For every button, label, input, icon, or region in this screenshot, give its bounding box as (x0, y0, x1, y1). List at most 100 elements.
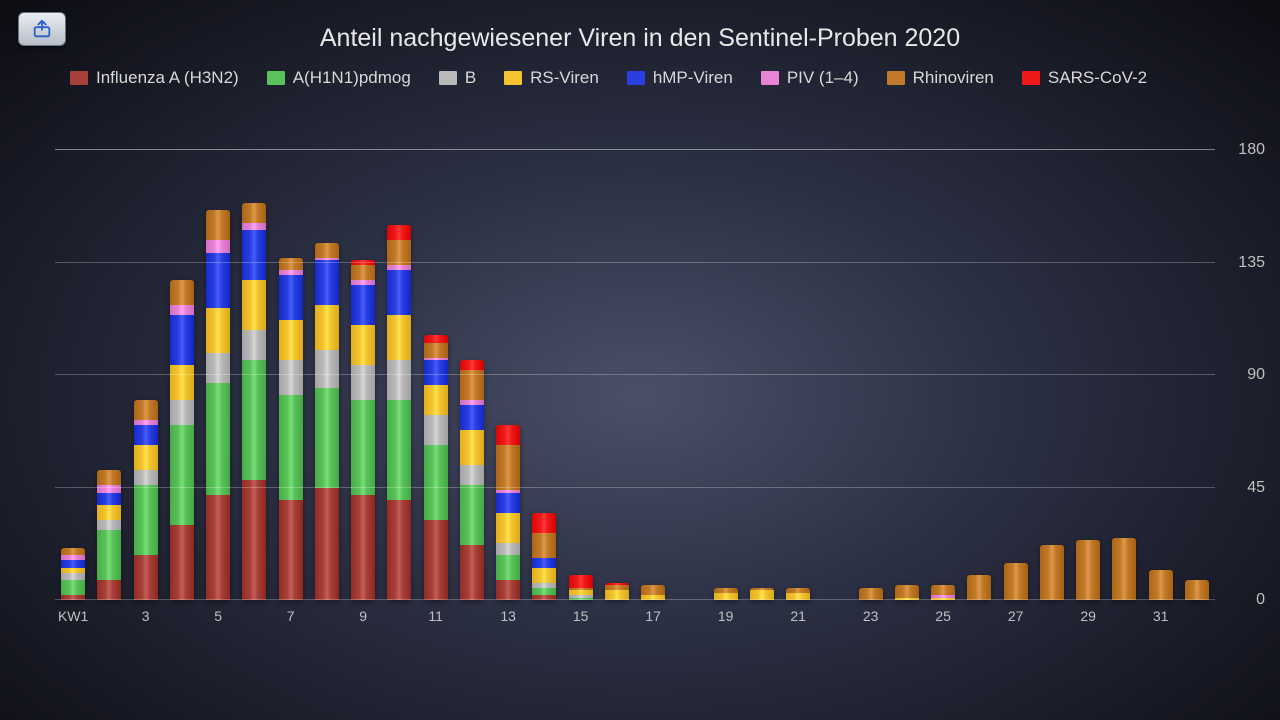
x-tick-label: 21 (790, 608, 806, 624)
stacked-bar-week-30[interactable] (1112, 538, 1136, 601)
bar-segment-h3n2 (279, 500, 303, 600)
stacked-bar-week-32[interactable] (1185, 580, 1209, 600)
bar-slot: 11 (418, 150, 454, 600)
stacked-bar-week-25[interactable] (931, 585, 955, 600)
legend-swatch (70, 71, 88, 85)
legend-label: SARS-CoV-2 (1048, 68, 1147, 88)
chart-title: Anteil nachgewiesener Viren in den Senti… (0, 24, 1280, 53)
stacked-bar-week-27[interactable] (1004, 563, 1028, 601)
bar-segment-h3n2 (387, 500, 411, 600)
bar-slot (816, 150, 852, 600)
bar-slot (309, 150, 345, 600)
bar-slot: 13 (490, 150, 526, 600)
bar-slot (671, 150, 707, 600)
stacked-bar-week-31[interactable] (1149, 570, 1173, 600)
legend-swatch (627, 71, 645, 85)
bar-segment-sars (532, 513, 556, 533)
stacked-bar-week-13[interactable] (496, 425, 520, 600)
bar-slot (961, 150, 997, 600)
x-tick-label: 9 (359, 608, 367, 624)
bar-segment-b (61, 573, 85, 581)
bar-segment-rhino (931, 585, 955, 595)
y-tick-label: 135 (1238, 254, 1265, 272)
bar-segment-rhino (1004, 563, 1028, 601)
bar-segment-rs (460, 430, 484, 465)
bar-slot (1106, 150, 1142, 600)
bar-segment-hmp (97, 493, 121, 506)
stacked-bar-week-4[interactable] (170, 280, 194, 600)
stacked-bar-week-28[interactable] (1040, 545, 1064, 600)
stacked-bar-week-2[interactable] (97, 470, 121, 600)
stacked-bar-week-29[interactable] (1076, 540, 1100, 600)
bar-slot (1034, 150, 1070, 600)
y-tick-label: 45 (1247, 479, 1265, 497)
bars-container: KW135791113151719212325272931 (55, 150, 1215, 600)
stacked-bar-week-7[interactable] (279, 258, 303, 601)
legend-swatch (887, 71, 905, 85)
legend-swatch (504, 71, 522, 85)
bar-segment-rhino (61, 548, 85, 556)
legend-label: A(H1N1)pdmog (293, 68, 411, 88)
bar-segment-h3n2 (206, 495, 230, 600)
stacked-bar-week-9[interactable] (351, 260, 375, 600)
x-tick-label: 15 (573, 608, 589, 624)
stacked-bar-week-10[interactable] (387, 225, 411, 600)
bar-segment-h1n1 (61, 580, 85, 595)
stacked-bar-week-12[interactable] (460, 360, 484, 600)
gridline: 135 (55, 262, 1215, 263)
bar-slot: 9 (345, 150, 381, 600)
bar-segment-h3n2 (351, 495, 375, 600)
bar-segment-h3n2 (97, 580, 121, 600)
bar-slot (599, 150, 635, 600)
bar-segment-b (279, 360, 303, 395)
bar-segment-b (170, 400, 194, 425)
bar-segment-hmp (496, 493, 520, 513)
bar-segment-b (424, 415, 448, 445)
stacked-bar-week-17[interactable] (641, 585, 665, 600)
x-tick-label: 13 (500, 608, 516, 624)
bar-slot: 3 (128, 150, 164, 600)
legend-label: Influenza A (H3N2) (96, 68, 239, 88)
legend-item-piv: PIV (1–4) (761, 68, 859, 88)
bar-slot: 7 (273, 150, 309, 600)
bar-segment-rhino (351, 265, 375, 280)
bar-segment-hmp (134, 425, 158, 445)
stacked-bar-week-5[interactable] (206, 210, 230, 600)
bar-segment-h1n1 (424, 445, 448, 520)
legend-swatch (267, 71, 285, 85)
bar-segment-sars (460, 360, 484, 370)
bar-segment-rs (532, 568, 556, 583)
bar-slot (381, 150, 417, 600)
stacked-bar-week-16[interactable] (605, 583, 629, 601)
x-tick-label: 3 (142, 608, 150, 624)
stacked-bar-week-26[interactable] (967, 575, 991, 600)
stacked-bar-week-1[interactable] (61, 548, 85, 601)
bar-slot: 5 (200, 150, 236, 600)
x-tick-label: KW1 (58, 608, 88, 624)
bar-segment-piv (242, 223, 266, 231)
stacked-bar-week-8[interactable] (315, 243, 339, 601)
bar-slot (1179, 150, 1215, 600)
bar-segment-h1n1 (134, 485, 158, 555)
legend-label: hMP-Viren (653, 68, 733, 88)
x-tick-label: 17 (645, 608, 661, 624)
bar-slot: KW1 (55, 150, 91, 600)
legend-label: RS-Viren (530, 68, 599, 88)
bar-segment-h1n1 (97, 530, 121, 580)
stacked-bar-week-3[interactable] (134, 400, 158, 600)
legend-item-hmp: hMP-Viren (627, 68, 733, 88)
legend-item-h1n1: A(H1N1)pdmog (267, 68, 411, 88)
x-tick-label: 23 (863, 608, 879, 624)
bar-segment-h1n1 (496, 555, 520, 580)
stacked-bar-week-14[interactable] (532, 513, 556, 601)
stacked-bar-week-15[interactable] (569, 575, 593, 600)
bar-segment-rs (496, 513, 520, 543)
gridline: 45 (55, 487, 1215, 488)
bar-segment-rhino (496, 445, 520, 490)
bar-segment-b (97, 520, 121, 530)
legend: Influenza A (H3N2)A(H1N1)pdmogBRS-Virenh… (70, 68, 1240, 88)
chart-area: KW135791113151719212325272931 0459013518… (55, 150, 1215, 630)
stacked-bar-week-24[interactable] (895, 585, 919, 600)
legend-swatch (1022, 71, 1040, 85)
bar-segment-rhino (641, 585, 665, 595)
